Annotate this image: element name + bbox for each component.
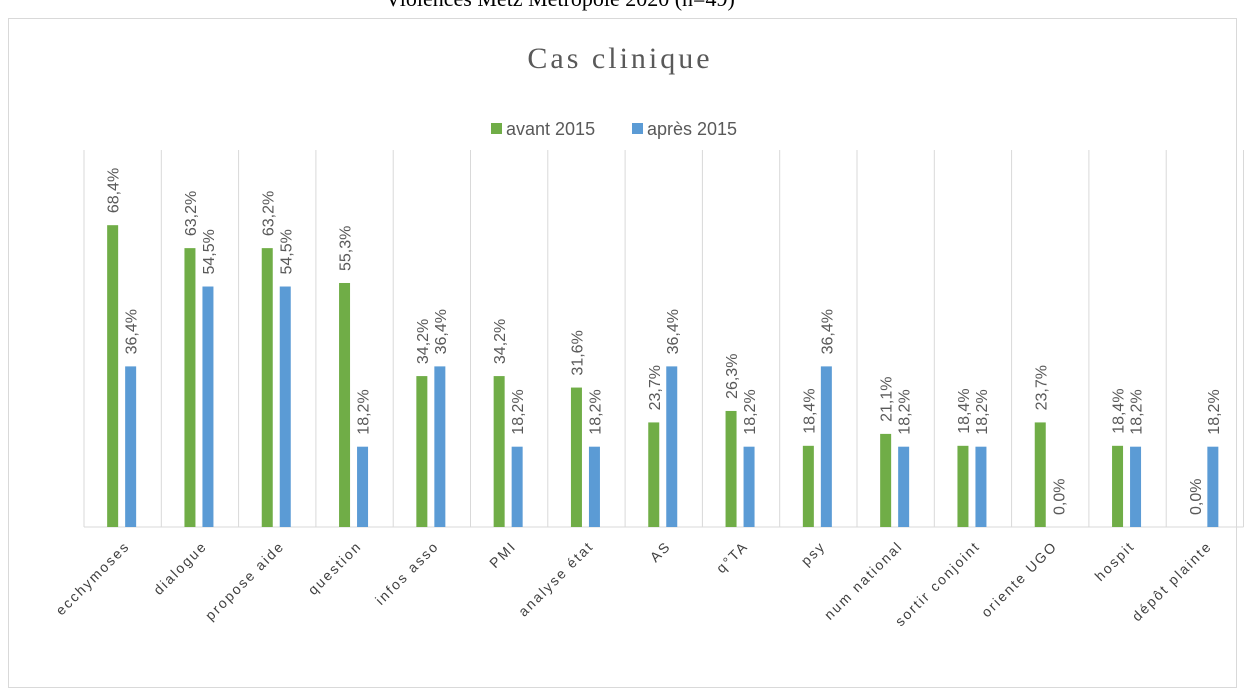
data-label: 18,2% <box>356 389 373 434</box>
legend-label: avant 2015 <box>506 119 595 139</box>
data-label: 18,2% <box>1206 389 1223 434</box>
bar <box>357 446 369 527</box>
bar <box>588 446 600 527</box>
x-tick-label: PMI <box>486 538 519 571</box>
bar <box>1034 422 1046 527</box>
bar <box>434 366 446 527</box>
data-label: 63,2% <box>183 191 200 236</box>
bar <box>339 282 351 527</box>
data-label: 55,3% <box>338 226 355 271</box>
data-label: 23,7% <box>1033 365 1050 410</box>
data-label: 18,2% <box>510 389 527 434</box>
bar <box>975 446 987 527</box>
data-label: 63,2% <box>260 191 277 236</box>
data-label: 54,5% <box>201 229 218 274</box>
x-tick-label: psy <box>798 538 829 569</box>
bar <box>493 376 505 527</box>
data-label: 18,2% <box>587 389 604 434</box>
x-tick-label: infos asso <box>372 538 442 608</box>
data-label: 54,5% <box>278 229 295 274</box>
data-label: 36,4% <box>665 309 682 354</box>
bar <box>666 366 678 527</box>
data-label: 34,2% <box>492 319 509 364</box>
data-label: 36,4% <box>433 309 450 354</box>
bar <box>125 366 137 527</box>
data-label: 18,2% <box>897 389 914 434</box>
bar <box>279 286 291 527</box>
bar <box>743 446 755 527</box>
bar <box>898 446 910 527</box>
data-label: 21,1% <box>879 377 896 422</box>
bar <box>957 445 969 527</box>
x-tick-label: propose aide <box>202 538 288 624</box>
x-tick-label: sortir conjoint <box>892 538 983 629</box>
data-label: 34,2% <box>415 319 432 364</box>
bar <box>1112 445 1124 527</box>
x-tick-label: question <box>305 538 365 598</box>
x-tick-label: q°TA <box>713 538 751 576</box>
data-label: 31,6% <box>569 330 586 375</box>
bar <box>107 225 119 527</box>
x-tick-label: num national <box>821 538 906 623</box>
data-label: 26,3% <box>724 354 741 399</box>
legend-swatch <box>491 123 502 134</box>
x-tick-label: oriente UGO <box>978 538 1060 620</box>
page-title: Violences Metz Métropole 2020 (n=49) <box>385 0 735 11</box>
bar <box>261 248 273 527</box>
data-label: 18,4% <box>1111 388 1128 433</box>
bar <box>511 446 523 527</box>
bar <box>880 433 892 527</box>
legend-label: après 2015 <box>647 119 737 139</box>
x-tick-label: AS <box>647 538 674 565</box>
bar <box>1130 446 1142 527</box>
bar <box>1207 446 1219 527</box>
x-tick-label: dialogue <box>150 538 210 598</box>
bar <box>184 248 196 527</box>
data-label: 36,4% <box>124 309 141 354</box>
data-label: 0,0% <box>1051 479 1068 515</box>
data-label: 68,4% <box>106 168 123 213</box>
x-tick-label: dépôt plainte <box>1129 538 1215 624</box>
bar <box>648 422 660 527</box>
chart-title: Cas clinique <box>527 42 712 75</box>
bar <box>820 366 832 527</box>
x-tick-label: analyse état <box>515 538 597 620</box>
data-label: 18,4% <box>801 388 818 433</box>
data-label: 18,2% <box>974 389 991 434</box>
x-tick-label: hospit <box>1091 538 1137 584</box>
bar <box>725 410 737 527</box>
data-label: 18,2% <box>742 389 759 434</box>
bar <box>416 376 428 527</box>
data-label: 18,2% <box>1129 389 1146 434</box>
data-label: 23,7% <box>647 365 664 410</box>
data-label: 36,4% <box>819 309 836 354</box>
bar <box>202 286 214 527</box>
data-label: 0,0% <box>1188 479 1205 515</box>
data-label: 18,4% <box>956 388 973 433</box>
legend-swatch <box>632 123 643 134</box>
x-tick-label: ecchymoses <box>52 538 132 618</box>
bar <box>570 387 582 527</box>
bar <box>802 445 814 527</box>
